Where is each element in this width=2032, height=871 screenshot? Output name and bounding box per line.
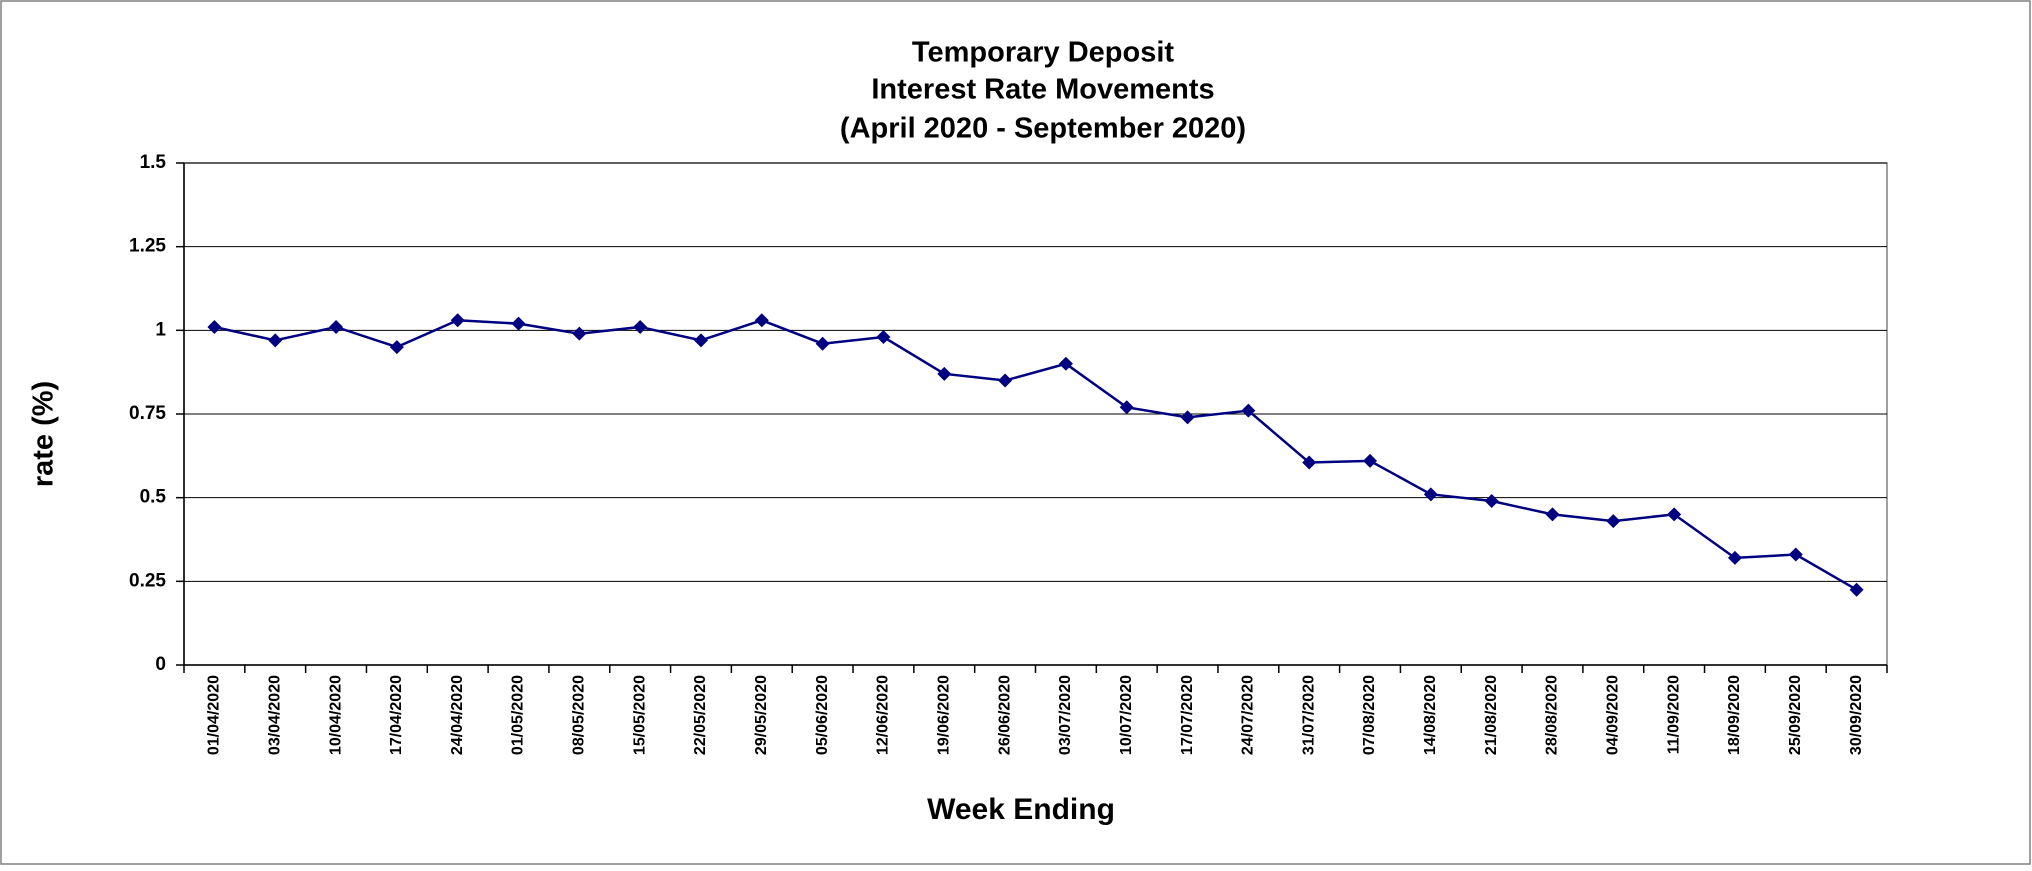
x-tick-label: 07/08/2020 — [1361, 675, 1378, 755]
x-tick-label: 28/08/2020 — [1544, 675, 1561, 755]
data-point — [450, 313, 465, 328]
y-axis-label: rate (%) — [28, 381, 60, 487]
y-tick-label: 1.25 — [129, 236, 166, 257]
data-point — [693, 333, 708, 348]
x-tick-label: 17/07/2020 — [1179, 675, 1196, 755]
data-point — [815, 336, 830, 351]
x-tick-label: 26/06/2020 — [996, 675, 1013, 755]
chart-title: Temporary Deposit — [912, 37, 1174, 69]
x-axis-label: Week Ending — [927, 793, 1115, 826]
data-point — [329, 319, 344, 334]
y-tick-label: 0.75 — [129, 403, 166, 424]
data-point — [1667, 507, 1682, 522]
data-point — [1484, 494, 1499, 509]
data-point — [511, 316, 526, 331]
x-tick-label: 08/05/2020 — [571, 675, 588, 755]
data-point — [1849, 582, 1864, 597]
x-tick-label: 22/05/2020 — [692, 675, 709, 755]
data-point — [754, 313, 769, 328]
data-point — [1241, 403, 1256, 418]
data-point — [1363, 453, 1378, 468]
x-tick-label: 31/07/2020 — [1300, 675, 1317, 755]
x-tick-label: 01/05/2020 — [510, 675, 527, 755]
x-tick-label: 05/06/2020 — [814, 675, 831, 755]
x-tick-label: 19/06/2020 — [935, 675, 952, 755]
x-tick-label: 30/09/2020 — [1848, 675, 1865, 755]
x-tick-label: 10/07/2020 — [1118, 675, 1135, 755]
x-tick-label: 12/06/2020 — [875, 675, 892, 755]
x-tick-label: 04/09/2020 — [1605, 675, 1622, 755]
data-point — [1788, 547, 1803, 562]
data-point — [876, 330, 891, 345]
x-tick-label: 24/07/2020 — [1240, 675, 1257, 755]
data-point — [1606, 514, 1621, 529]
y-tick-label: 0.5 — [140, 487, 167, 508]
data-point — [1180, 410, 1195, 425]
data-point — [207, 319, 222, 334]
data-point — [389, 340, 404, 355]
x-tick-label: 03/07/2020 — [1057, 675, 1074, 755]
data-point — [1545, 507, 1560, 522]
x-tick-label: 10/04/2020 — [327, 675, 344, 755]
data-point — [998, 373, 1013, 388]
x-tick-label: 01/04/2020 — [206, 675, 223, 755]
x-tick-label: 14/08/2020 — [1422, 675, 1439, 755]
series-line — [214, 318, 1858, 591]
data-point — [1423, 487, 1438, 502]
x-tick-label: 25/09/2020 — [1787, 675, 1804, 755]
data-point — [937, 366, 952, 381]
x-tick-label: 15/05/2020 — [631, 675, 648, 755]
data-point — [1302, 455, 1317, 470]
x-tick-label: 03/04/2020 — [266, 675, 283, 755]
data-point — [572, 326, 587, 341]
data-point — [633, 319, 648, 334]
x-tick-label: 21/08/2020 — [1483, 675, 1500, 755]
y-tick-label: 1 — [155, 319, 166, 340]
chart-title: (April 2020 - September 2020) — [840, 113, 1246, 145]
y-tick-label: 1.5 — [140, 152, 167, 173]
y-tick-label: 0.25 — [129, 570, 166, 591]
x-tick-label: 24/04/2020 — [449, 675, 466, 755]
x-tick-label: 18/09/2020 — [1726, 675, 1743, 755]
y-tick-label: 0 — [155, 654, 166, 675]
data-point — [1058, 356, 1073, 371]
data-point — [1119, 400, 1134, 415]
data-point — [1727, 550, 1742, 565]
x-tick-label: 29/05/2020 — [753, 675, 770, 755]
chart-title: Interest Rate Movements — [871, 74, 1214, 106]
data-point — [268, 333, 283, 348]
x-tick-label: 17/04/2020 — [388, 675, 405, 755]
x-tick-label: 11/09/2020 — [1665, 675, 1682, 754]
